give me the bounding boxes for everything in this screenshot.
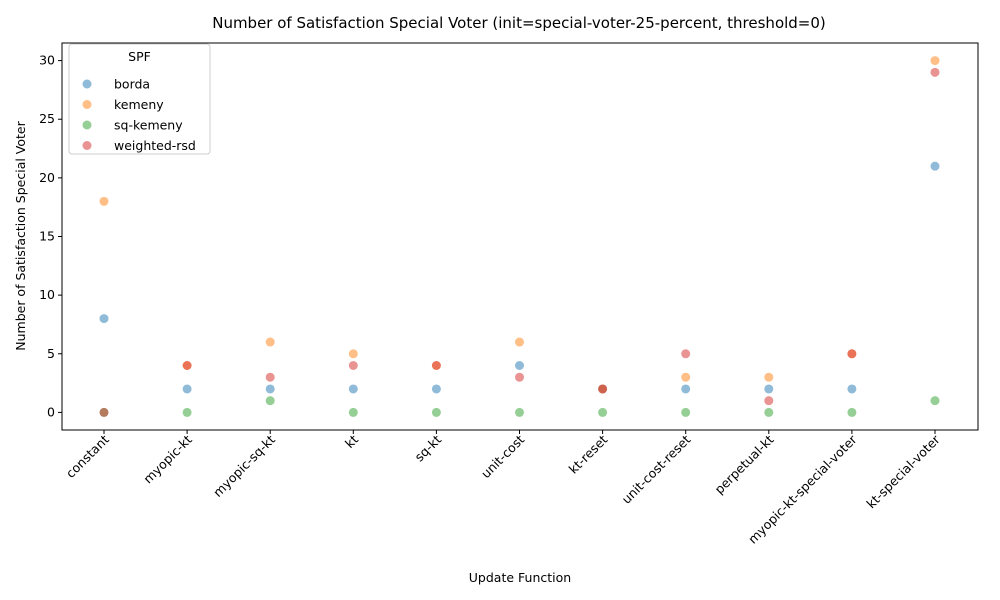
y-tick-label: 0 [47,404,55,419]
y-tick-label: 25 [39,111,55,126]
x-tick-label: constant [63,432,112,481]
data-point [930,161,940,171]
data-point [515,361,524,370]
legend-label: borda [114,77,150,92]
legend-title: SPF [128,49,151,64]
legend-marker [82,120,92,130]
data-point [681,372,691,382]
data-point [348,349,358,359]
data-point [99,314,109,324]
data-point [930,56,940,66]
x-tick-label: perpetual-kt [712,432,777,497]
data-point [265,396,275,406]
data-point [348,384,358,394]
x-tick-label: unit-cost-reset [619,432,694,507]
y-tick-label: 15 [39,229,55,244]
legend-marker [82,100,92,109]
y-axis-label: Number of Satisfaction Special Voter [13,120,28,350]
series-sq-kemeny [99,396,940,417]
legend-frame [68,43,211,155]
data-point [764,372,774,382]
x-tick-label: myopic-sq-kt [210,432,278,500]
legend-marker [82,79,92,89]
x-tick-label: kt-reset [566,432,611,477]
series-weighted-rsd [99,67,940,417]
data-point [681,407,691,417]
y-tick-label: 20 [39,170,55,185]
series-borda [99,161,940,394]
data-point [348,361,358,370]
x-tick-label: myopic-kt [140,432,195,487]
x-axis-label: Update Function [469,570,571,585]
data-point [764,396,774,406]
data-point [265,372,275,382]
data-point [598,407,608,417]
legend: SPF borda kemeny sq-kemeny weighted-rsd [68,43,211,155]
data-point [930,67,940,77]
y-tick-label: 30 [39,53,55,68]
data-point [681,384,691,394]
data-point [431,361,441,370]
data-point [847,349,857,359]
legend-marker [82,141,92,150]
data-point [847,384,857,394]
data-point [348,407,358,417]
x-tick-label: kt-special-voter [863,431,943,511]
data-point [598,384,608,394]
data-point [681,349,691,359]
legend-label: weighted-rsd [114,138,196,153]
y-axis: 0 5 10 15 20 25 30 [39,53,62,419]
data-point [764,384,774,394]
data-point [930,396,940,406]
data-point [182,384,192,394]
data-point [431,407,441,417]
data-points [99,56,940,417]
y-tick-label: 5 [47,346,55,361]
data-point [99,407,109,417]
legend-label: sq-kemeny [114,118,183,133]
data-point [265,384,275,394]
data-point [764,407,774,417]
data-point [847,407,857,417]
data-point [515,407,524,417]
data-point [182,361,192,370]
chart-title: Number of Satisfaction Special Voter (in… [212,14,826,32]
data-point [515,372,524,382]
x-tick-label: unit-cost [478,432,527,481]
x-axis: constant myopic-kt myopic-sq-kt kt sq-kt unit… [63,430,943,547]
legend-label: kemeny [114,97,164,112]
data-point [265,337,275,347]
series-kemeny [99,56,940,394]
data-point [99,196,109,206]
data-point [182,407,192,417]
data-point [515,337,524,347]
data-point [431,384,441,394]
x-tick-label: kt [342,432,361,451]
x-tick-label: sq-kt [412,432,445,465]
y-tick-label: 10 [39,287,55,302]
